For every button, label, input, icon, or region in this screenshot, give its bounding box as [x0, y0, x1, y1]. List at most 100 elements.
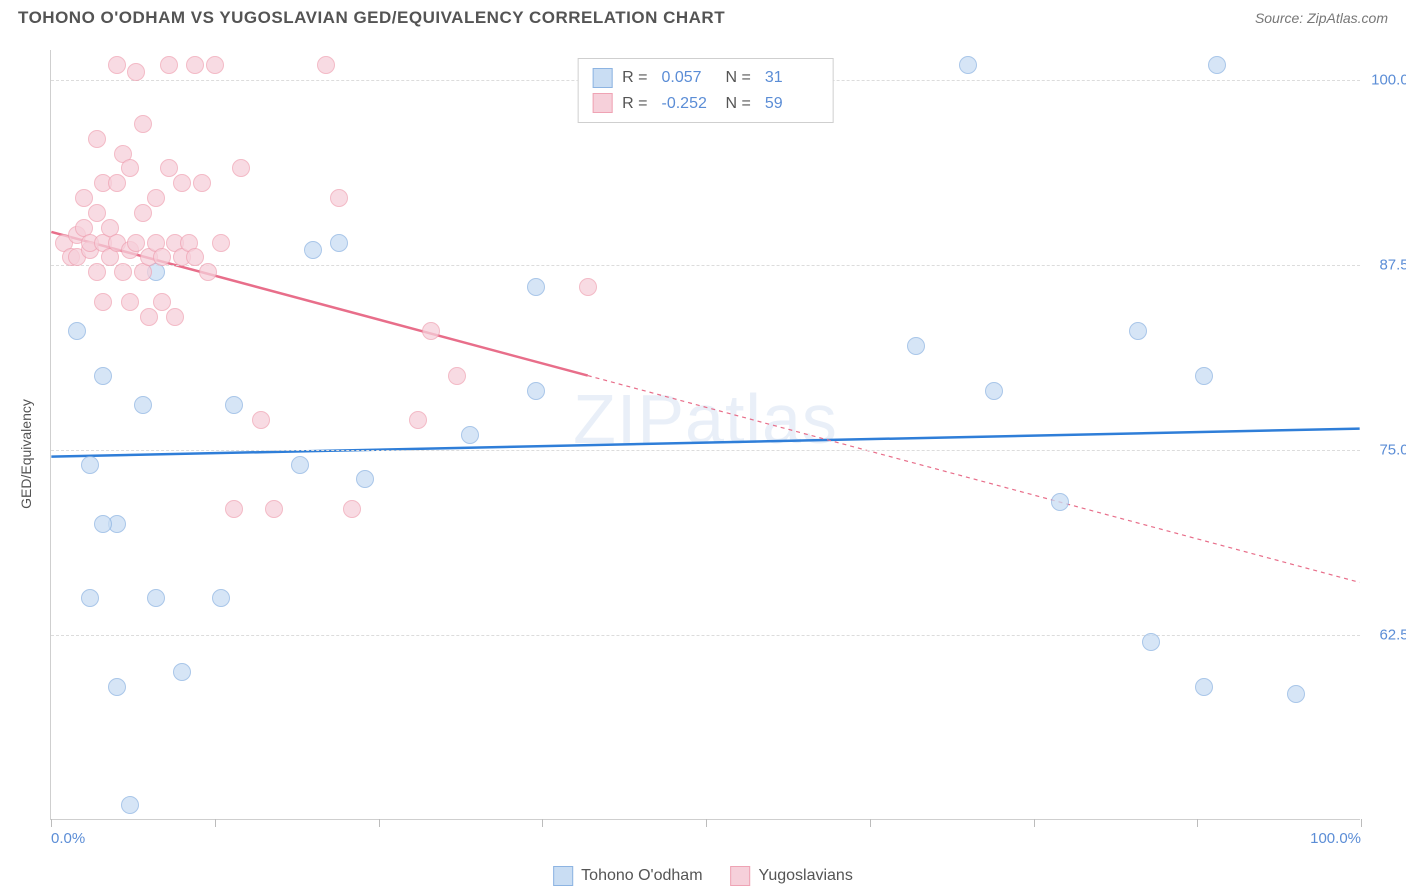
data-point	[88, 204, 106, 222]
data-point	[225, 500, 243, 518]
data-point	[959, 56, 977, 74]
data-point	[88, 263, 106, 281]
stat-r-label: R =	[622, 91, 647, 117]
data-point	[81, 589, 99, 607]
legend-stat-row: R = 0.057 N = 31	[592, 65, 819, 91]
data-point	[153, 248, 171, 266]
data-point	[94, 293, 112, 311]
data-point	[1208, 56, 1226, 74]
data-point	[409, 411, 427, 429]
chart-source: Source: ZipAtlas.com	[1255, 10, 1388, 26]
data-point	[147, 189, 165, 207]
x-tick	[706, 819, 707, 827]
data-point	[186, 56, 204, 74]
trend-line-dashed	[588, 376, 1360, 583]
data-point	[291, 456, 309, 474]
data-point	[206, 56, 224, 74]
data-point	[108, 56, 126, 74]
trend-line-solid	[51, 429, 1359, 457]
stat-r-label: R =	[622, 65, 647, 91]
data-point	[330, 234, 348, 252]
data-point	[160, 159, 178, 177]
chart-header: TOHONO O'ODHAM VS YUGOSLAVIAN GED/EQUIVA…	[0, 0, 1406, 32]
legend-swatch	[731, 866, 751, 886]
data-point	[212, 589, 230, 607]
x-tick	[870, 819, 871, 827]
x-tick	[542, 819, 543, 827]
data-point	[304, 241, 322, 259]
data-point	[199, 263, 217, 281]
data-point	[147, 589, 165, 607]
legend-label: Yugoslavians	[759, 867, 853, 885]
x-tick	[1197, 819, 1198, 827]
gridline	[51, 265, 1360, 266]
scatter-chart: ZIPatlas R =0.057N =31R =-0.252N =59 62.…	[50, 50, 1360, 820]
data-point	[422, 322, 440, 340]
y-tick-label: 87.5%	[1379, 256, 1406, 273]
legend-top-stats: R = 0.057 N = 31 R = -0.252 N = 59	[577, 58, 834, 123]
data-point	[140, 308, 158, 326]
data-point	[356, 470, 374, 488]
data-point	[330, 189, 348, 207]
x-tick-label: 100.0%	[1310, 830, 1361, 847]
stat-n-label: N =	[726, 65, 751, 91]
data-point	[252, 411, 270, 429]
x-tick	[379, 819, 380, 827]
data-point	[75, 189, 93, 207]
stat-n-value: 59	[765, 91, 819, 117]
stat-n-value: 31	[765, 65, 819, 91]
stat-n-label: N =	[726, 91, 751, 117]
gridline	[51, 635, 1360, 636]
y-tick-label: 62.5%	[1379, 626, 1406, 643]
legend-stat-row: R = -0.252 N = 59	[592, 91, 819, 117]
data-point	[134, 396, 152, 414]
data-point	[121, 293, 139, 311]
data-point	[134, 204, 152, 222]
data-point	[527, 278, 545, 296]
legend-swatch	[592, 93, 612, 113]
data-point	[108, 678, 126, 696]
data-point	[88, 130, 106, 148]
data-point	[907, 337, 925, 355]
data-point	[166, 308, 184, 326]
data-point	[343, 500, 361, 518]
data-point	[193, 174, 211, 192]
data-point	[1142, 633, 1160, 651]
data-point	[579, 278, 597, 296]
data-point	[225, 396, 243, 414]
x-tick	[51, 819, 52, 827]
data-point	[173, 663, 191, 681]
data-point	[1051, 493, 1069, 511]
data-point	[94, 515, 112, 533]
data-point	[527, 382, 545, 400]
data-point	[114, 263, 132, 281]
data-point	[94, 367, 112, 385]
x-tick	[1361, 819, 1362, 827]
data-point	[1287, 685, 1305, 703]
data-point	[985, 382, 1003, 400]
data-point	[186, 248, 204, 266]
x-tick-label: 0.0%	[51, 830, 85, 847]
data-point	[265, 500, 283, 518]
data-point	[173, 174, 191, 192]
legend-label: Tohono O'odham	[581, 867, 702, 885]
legend-item: Yugoslavians	[731, 866, 853, 886]
data-point	[121, 159, 139, 177]
data-point	[1129, 322, 1147, 340]
data-point	[232, 159, 250, 177]
data-point	[1195, 367, 1213, 385]
data-point	[317, 56, 335, 74]
data-point	[160, 56, 178, 74]
data-point	[461, 426, 479, 444]
data-point	[68, 322, 86, 340]
data-point	[127, 63, 145, 81]
stat-r-value: -0.252	[662, 91, 716, 117]
legend-bottom: Tohono O'odham Yugoslavians	[553, 866, 853, 886]
data-point	[121, 796, 139, 814]
gridline	[51, 450, 1360, 451]
y-tick-label: 75.0%	[1379, 441, 1406, 458]
stat-r-value: 0.057	[662, 65, 716, 91]
x-tick	[1034, 819, 1035, 827]
legend-swatch	[553, 866, 573, 886]
data-point	[153, 293, 171, 311]
